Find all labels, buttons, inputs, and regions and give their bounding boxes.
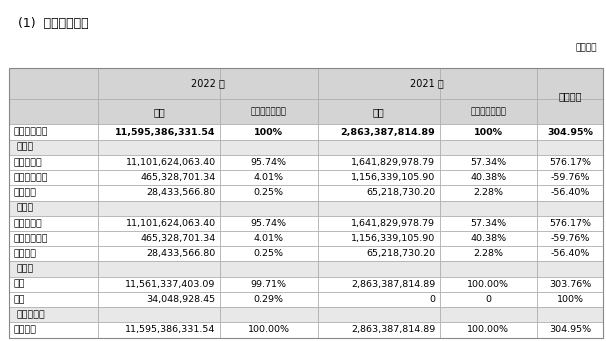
Text: 28,433,566.80: 28,433,566.80 — [147, 189, 216, 197]
Text: 光伏电池片: 光伏电池片 — [14, 158, 42, 167]
Text: 1,156,339,105.90: 1,156,339,105.90 — [351, 173, 435, 182]
Text: 以销定产: 以销定产 — [14, 325, 37, 335]
Text: 65,218,730.20: 65,218,730.20 — [366, 249, 435, 258]
Text: 同比增减: 同比增减 — [558, 91, 582, 101]
Text: (1)  营业收入构成: (1) 营业收入构成 — [18, 17, 89, 30]
Text: -56.40%: -56.40% — [550, 249, 590, 258]
Text: 100.00%: 100.00% — [467, 325, 509, 335]
Text: 2.28%: 2.28% — [473, 189, 503, 197]
Text: 1,641,829,978.79: 1,641,829,978.79 — [351, 158, 435, 167]
Text: 100.00%: 100.00% — [467, 280, 509, 289]
Text: 303.76%: 303.76% — [549, 280, 591, 289]
Text: 304.95%: 304.95% — [549, 325, 591, 335]
Text: 40.38%: 40.38% — [470, 234, 507, 243]
Text: 0.29%: 0.29% — [254, 295, 284, 304]
Text: 11,101,624,063.40: 11,101,624,063.40 — [125, 158, 216, 167]
Text: 100.00%: 100.00% — [248, 325, 290, 335]
Text: 2022 年: 2022 年 — [191, 78, 225, 89]
Text: 2,863,387,814.89: 2,863,387,814.89 — [341, 128, 435, 137]
Text: -59.76%: -59.76% — [550, 173, 590, 182]
Text: 1,156,339,105.90: 1,156,339,105.90 — [351, 234, 435, 243]
Text: 占营业收入比重: 占营业收入比重 — [470, 107, 506, 116]
Text: 0.25%: 0.25% — [254, 249, 284, 258]
Text: 65,218,730.20: 65,218,730.20 — [366, 189, 435, 197]
Text: 金额: 金额 — [373, 107, 384, 117]
Text: 2,863,387,814.89: 2,863,387,814.89 — [351, 325, 435, 335]
Text: 100%: 100% — [255, 128, 283, 137]
Text: -56.40%: -56.40% — [550, 189, 590, 197]
Text: 2,863,387,814.89: 2,863,387,814.89 — [351, 280, 435, 289]
Text: 1,641,829,978.79: 1,641,829,978.79 — [351, 219, 435, 228]
Text: 2.28%: 2.28% — [473, 249, 503, 258]
Text: 57.34%: 57.34% — [470, 219, 507, 228]
Text: 0: 0 — [429, 295, 435, 304]
Text: 28,433,566.80: 28,433,566.80 — [147, 249, 216, 258]
Text: 光伏电池片: 光伏电池片 — [14, 219, 42, 228]
Text: 465,328,701.34: 465,328,701.34 — [141, 234, 216, 243]
Text: 95.74%: 95.74% — [251, 158, 287, 167]
Text: 95.74%: 95.74% — [251, 219, 287, 228]
Text: 占营业收入比重: 占营业收入比重 — [251, 107, 287, 116]
Text: 576.17%: 576.17% — [549, 219, 591, 228]
Text: 汽车饰件产品: 汽车饰件产品 — [14, 173, 48, 182]
Text: 11,561,337,403.09: 11,561,337,403.09 — [125, 280, 216, 289]
Text: -59.76%: -59.76% — [550, 234, 590, 243]
Text: 4.01%: 4.01% — [254, 234, 284, 243]
Text: 99.71%: 99.71% — [251, 280, 287, 289]
Text: 其他业务: 其他业务 — [14, 189, 37, 197]
Text: 40.38%: 40.38% — [470, 173, 507, 182]
Text: 2021 年: 2021 年 — [410, 78, 444, 89]
Text: 57.34%: 57.34% — [470, 158, 507, 167]
Text: 单位：元: 单位：元 — [576, 43, 597, 52]
Text: 金额: 金额 — [153, 107, 165, 117]
Text: 11,101,624,063.40: 11,101,624,063.40 — [125, 219, 216, 228]
Text: 11,595,386,331.54: 11,595,386,331.54 — [115, 128, 216, 137]
Text: 国内: 国内 — [14, 280, 25, 289]
Text: 分销售模式: 分销售模式 — [16, 310, 45, 319]
Text: 100%: 100% — [556, 295, 584, 304]
Text: 分产品: 分产品 — [16, 204, 33, 213]
Text: 分地区: 分地区 — [16, 265, 33, 273]
Text: 4.01%: 4.01% — [254, 173, 284, 182]
Text: 576.17%: 576.17% — [549, 158, 591, 167]
Text: 465,328,701.34: 465,328,701.34 — [141, 173, 216, 182]
Text: 100%: 100% — [474, 128, 503, 137]
Text: 分行业: 分行业 — [16, 143, 33, 152]
Text: 0.25%: 0.25% — [254, 189, 284, 197]
Text: 0: 0 — [485, 295, 491, 304]
Text: 其他业务: 其他业务 — [14, 249, 37, 258]
Text: 11,595,386,331.54: 11,595,386,331.54 — [125, 325, 216, 335]
Text: 34,048,928.45: 34,048,928.45 — [147, 295, 216, 304]
Text: 国外: 国外 — [14, 295, 25, 304]
Text: 汽车饰件产品: 汽车饰件产品 — [14, 234, 48, 243]
Text: 营业收入合计: 营业收入合计 — [14, 128, 48, 137]
Text: 304.95%: 304.95% — [547, 128, 593, 137]
